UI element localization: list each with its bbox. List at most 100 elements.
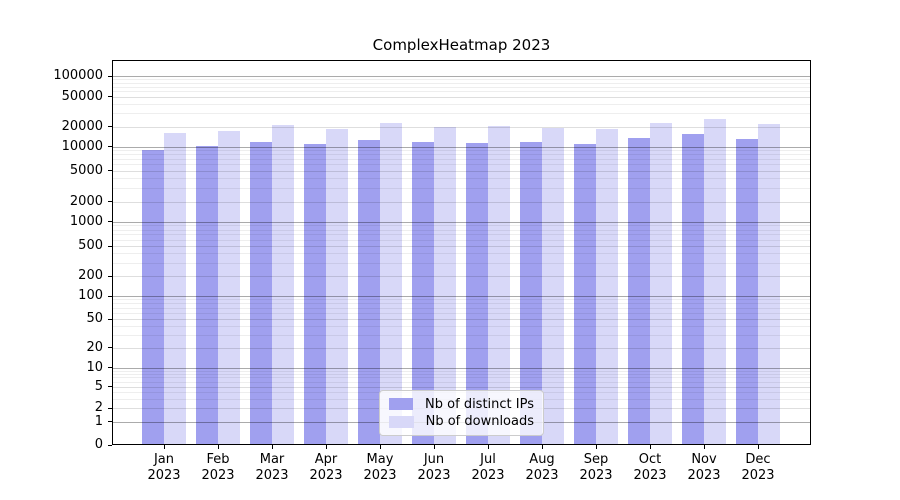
x-tick-year: 2023 [687,468,721,483]
x-tick-mark [217,445,219,449]
bar-nb-of-distinct-ips-sep [574,143,596,445]
gridline [112,221,811,223]
x-tick-mark [271,445,273,449]
y-tick-mark [108,170,112,172]
bar-nb-of-downloads-feb [218,131,240,445]
legend-label-downloads: Nb of downloads [425,414,534,430]
y-tick-label: 1000 [69,213,103,229]
gridline [112,239,811,241]
chart-title: ComplexHeatmap 2023 [372,36,551,54]
bar-nb-of-downloads-nov [704,119,726,445]
y-tick-label: 200 [78,268,103,283]
gridline [112,104,811,105]
gridline [112,370,811,372]
x-tick-year: 2023 [147,468,181,483]
legend-label-distinct-ips: Nb of distinct IPs [425,396,534,412]
gridline [112,225,811,227]
gridline [112,319,811,320]
gridline [112,367,811,369]
bar-nb-of-distinct-ips-may [358,140,380,445]
x-tick-mark [487,445,489,449]
gridline [112,373,811,375]
gridline [112,381,811,383]
grid-layer [112,60,811,445]
gridline [112,246,811,247]
y-tick-mark [108,245,112,247]
bars-layer [112,60,811,445]
plot-area [112,60,811,445]
bar-nb-of-downloads-may [380,123,402,445]
x-tick-year: 2023 [255,468,289,483]
x-tick-label-oct: Oct 2023 [618,452,682,484]
bar-nb-of-downloads-oct [650,123,672,445]
legend-item-distinct-ips: Nb of distinct IPs [389,397,534,412]
gridline [112,299,811,301]
x-tick-year: 2023 [309,468,343,483]
y-tick-label: 100 [78,288,103,303]
x-tick-mark [757,445,759,449]
x-tick-label-may: May 2023 [348,452,412,484]
y-tick-mark [108,221,112,223]
bar-nb-of-distinct-ips-oct [628,138,650,445]
x-tick-mark [703,445,705,449]
x-tick-label-apr: Apr 2023 [294,452,358,484]
bar-nb-of-downloads-apr [326,128,348,445]
gridline [112,187,811,189]
y-tick-mark [108,275,112,277]
x-tick-label-feb: Feb 2023 [186,452,250,484]
gridline [112,178,811,180]
x-tick-label-jul: Jul 2023 [456,452,520,484]
y-tick-label: 5 [94,378,103,394]
y-tick-mark [108,126,112,128]
gridline [112,276,811,277]
x-tick-mark [379,445,381,449]
x-tick-year: 2023 [471,468,505,483]
gridline [112,146,811,148]
y-tick-label: 100000 [53,68,103,83]
y-tick-mark [108,407,112,409]
legend-swatch-downloads-icon [389,415,414,428]
gridline [112,86,811,88]
gridline [112,335,811,336]
bar-nb-of-distinct-ips-nov [682,134,704,445]
y-tick-mark [108,96,112,98]
gridline [112,307,811,309]
x-tick-label-mar: Mar 2023 [240,452,304,484]
y-tick-label: 10 [86,359,103,375]
bar-nb-of-distinct-ips-mar [250,141,272,445]
bar-nb-of-downloads-jul [488,126,510,445]
gridline [112,82,811,84]
y-tick-label: 5000 [69,162,103,178]
bar-nb-of-downloads-sep [596,129,618,445]
legend-swatch-distinct-ips-icon [389,398,414,411]
y-tick-mark [108,347,112,349]
gridline [112,201,811,203]
x-tick-mark [541,445,543,449]
x-tick-label-sep: Sep 2023 [564,452,628,484]
gridline [112,234,811,236]
x-tick-year: 2023 [363,468,397,483]
gridline [112,386,811,388]
x-tick-year: 2023 [201,468,235,483]
x-tick-mark [595,445,597,449]
y-tick-mark [108,421,112,423]
y-tick-mark [108,146,112,148]
y-tick-label: 500 [78,238,103,253]
x-tick-year: 2023 [525,468,559,483]
x-tick-mark [649,445,651,449]
x-tick-year: 2023 [741,468,775,483]
gridline [112,126,811,128]
bar-nb-of-distinct-ips-feb [196,146,218,445]
gridline [112,377,811,379]
gridline [112,96,811,98]
x-tick-mark [433,445,435,449]
gridline [112,159,811,161]
x-tick-year: 2023 [633,468,667,483]
x-tick-label-jan: Jan 2023 [132,452,196,484]
y-tick-mark [108,444,112,446]
gridline [112,325,811,327]
gridline [112,79,811,81]
bar-nb-of-downloads-mar [272,125,294,445]
y-tick-mark [108,386,112,388]
